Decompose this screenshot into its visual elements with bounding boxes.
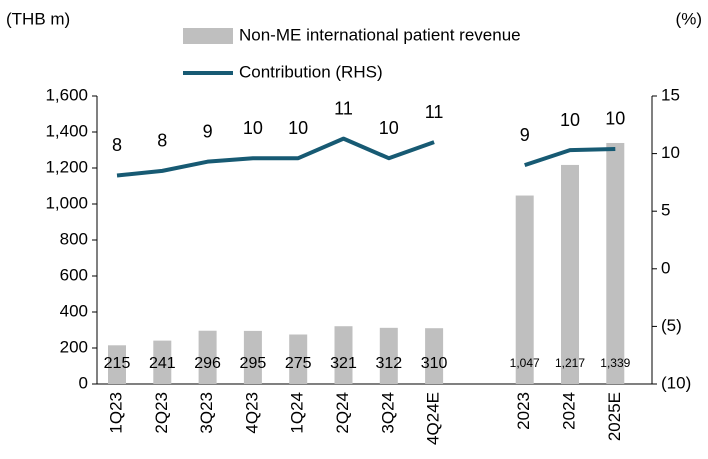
bar xyxy=(606,142,625,384)
x-tick-label: 3Q24 xyxy=(378,392,397,434)
bar-value-label: 296 xyxy=(194,355,221,372)
y-tick-label: 400 xyxy=(60,301,88,320)
y2-tick-label: 5 xyxy=(661,201,670,220)
line-value-label: 10 xyxy=(379,118,399,138)
bar-value-label: 1,339 xyxy=(600,356,630,370)
bar xyxy=(334,326,353,384)
y2-tick-label: 15 xyxy=(661,85,680,104)
bar-value-label: 275 xyxy=(285,355,312,372)
y2-axis-label: (%) xyxy=(676,9,702,28)
y-tick-label: 1,000 xyxy=(45,193,88,212)
bar-value-label: 1,047 xyxy=(510,356,540,370)
y-axis-label: (THB m) xyxy=(6,9,70,28)
y-tick-label: 200 xyxy=(60,337,88,356)
legend-swatch xyxy=(183,28,233,44)
line-value-label: 9 xyxy=(203,121,213,141)
y2-tick-label: 0 xyxy=(661,258,670,277)
bar xyxy=(198,330,217,384)
x-tick-label: 2023 xyxy=(514,392,533,430)
line-value-label: 8 xyxy=(157,131,167,151)
bar-value-label: 321 xyxy=(330,355,357,372)
bar-value-label: 312 xyxy=(375,355,402,372)
line-value-label: 10 xyxy=(605,109,625,129)
y-tick-label: 1,200 xyxy=(45,157,88,176)
bar-value-label: 310 xyxy=(421,355,448,372)
bar xyxy=(108,345,126,384)
line-value-label: 11 xyxy=(425,102,444,122)
line-value-label: 10 xyxy=(560,110,580,130)
x-tick-label: 3Q23 xyxy=(197,392,216,434)
line-value-label: 9 xyxy=(520,125,530,145)
bar-value-label: 295 xyxy=(240,355,267,372)
y-tick-label: 0 xyxy=(79,373,88,392)
line-value-label: 10 xyxy=(243,118,263,138)
bar-value-label: 215 xyxy=(104,355,131,372)
y-tick-label: 1,400 xyxy=(45,121,88,140)
y2-tick-label: (5) xyxy=(661,316,682,335)
bar xyxy=(379,327,398,384)
x-tick-label: 2024 xyxy=(559,392,578,430)
x-tick-label: 2Q24 xyxy=(333,392,352,434)
bar xyxy=(243,330,262,384)
x-tick-label: 2025E xyxy=(605,392,624,441)
bar xyxy=(561,164,579,384)
x-tick-label: 1Q24 xyxy=(288,392,307,434)
bar xyxy=(289,334,308,384)
bar xyxy=(153,340,172,384)
bar xyxy=(515,195,534,384)
x-tick-label: 4Q24E xyxy=(424,392,443,445)
bar xyxy=(425,328,444,384)
y2-tick-label: (10) xyxy=(661,373,691,392)
bar-value-label: 1,217 xyxy=(555,356,585,370)
x-tick-label: 1Q23 xyxy=(106,392,125,434)
line xyxy=(116,136,616,178)
bar-value-label: 241 xyxy=(149,355,176,372)
x-tick-label: 4Q23 xyxy=(242,392,261,434)
y-tick-label: 600 xyxy=(60,265,88,284)
line-value-label: 11 xyxy=(334,98,353,118)
x-tick-label: 2Q23 xyxy=(152,392,171,434)
line-value-label: 10 xyxy=(288,118,308,138)
legend-label: Non-ME international patient revenue xyxy=(239,25,521,44)
y-tick-label: 800 xyxy=(60,229,88,248)
legend-label: Contribution (RHS) xyxy=(239,62,383,81)
y-tick-label: 1,600 xyxy=(45,85,88,104)
y2-tick-label: 10 xyxy=(661,143,680,162)
line-value-label: 8 xyxy=(112,135,122,155)
